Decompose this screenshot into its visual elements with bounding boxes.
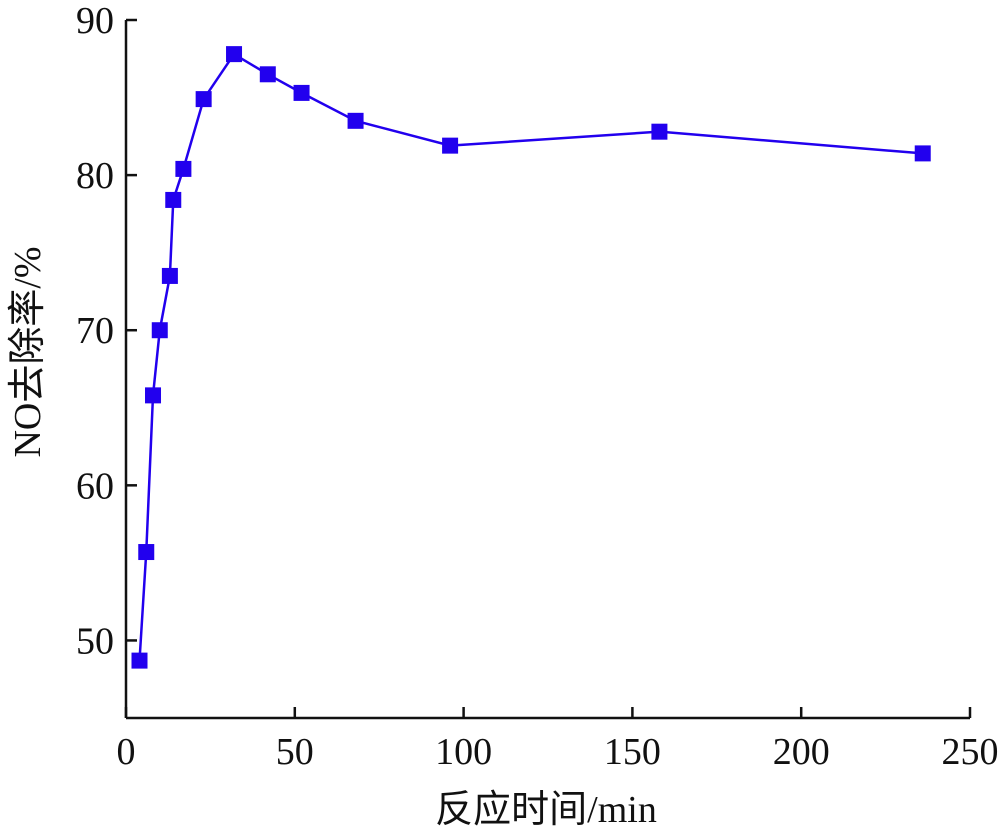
- data-point-marker: [165, 191, 182, 208]
- y-tick-label: 80: [76, 155, 114, 197]
- x-axis-title: 反应时间/min: [435, 789, 657, 831]
- y-axis-title: NO去除率/%: [7, 246, 49, 457]
- y-ticks: 50 60 70 80 90: [76, 0, 137, 662]
- x-tick-label: 0: [117, 731, 136, 773]
- data-point-marker: [226, 46, 243, 63]
- data-point-marker: [175, 160, 192, 177]
- data-point-marker: [347, 112, 364, 129]
- data-series: [131, 46, 931, 669]
- x-tick-label: 200: [773, 731, 830, 773]
- data-point-marker: [145, 387, 162, 404]
- x-ticks: 0 50 100 150 200 250: [117, 707, 999, 773]
- data-point-marker: [138, 544, 155, 561]
- data-point-marker: [161, 267, 178, 284]
- data-point-marker: [442, 137, 459, 154]
- x-tick-label: 50: [276, 731, 314, 773]
- x-tick-label: 150: [604, 731, 661, 773]
- y-tick-label: 90: [76, 0, 114, 42]
- y-tick-label: 50: [76, 620, 114, 662]
- y-tick-label: 70: [76, 310, 114, 352]
- data-point-marker: [914, 145, 931, 162]
- data-point-marker: [651, 123, 668, 140]
- data-point-marker: [195, 91, 212, 108]
- axes: [124, 20, 970, 720]
- series-line: [138, 52, 923, 661]
- data-point-marker: [151, 322, 168, 339]
- x-tick-label: 100: [435, 731, 492, 773]
- y-tick-label: 60: [76, 465, 114, 507]
- data-point-marker: [131, 652, 148, 669]
- data-point-marker: [293, 84, 310, 101]
- x-tick-label: 250: [942, 731, 999, 773]
- data-point-marker: [259, 66, 276, 83]
